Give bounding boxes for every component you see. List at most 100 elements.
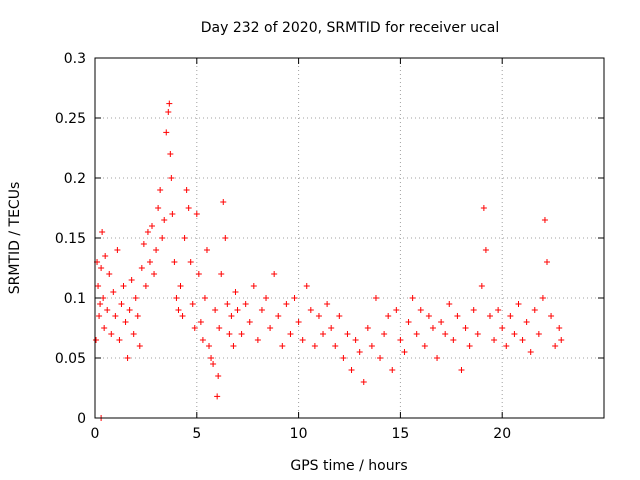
data-point — [110, 289, 117, 295]
data-point — [163, 129, 170, 136]
data-point — [138, 265, 145, 271]
data-point — [543, 259, 550, 265]
data-point — [299, 337, 306, 343]
data-point — [474, 331, 481, 337]
data-point — [166, 100, 173, 107]
data-point — [405, 319, 412, 325]
data-point — [140, 241, 147, 247]
data-point — [429, 325, 436, 331]
data-point — [232, 289, 239, 295]
data-point — [421, 343, 428, 349]
data-point — [340, 355, 347, 361]
data-point — [122, 319, 129, 325]
data-point — [503, 343, 510, 349]
data-point — [130, 331, 137, 337]
data-point — [552, 343, 559, 349]
data-point — [120, 283, 127, 289]
data-point — [446, 301, 453, 307]
data-point — [480, 205, 487, 211]
data-point — [104, 307, 111, 313]
data-point — [112, 313, 119, 319]
data-point — [171, 259, 178, 265]
data-point — [491, 337, 498, 343]
data-point — [155, 205, 162, 211]
data-point — [246, 319, 253, 325]
data-point — [173, 295, 180, 301]
data-point — [324, 301, 331, 307]
data-point — [470, 307, 477, 313]
data-point — [193, 211, 200, 217]
data-point — [177, 283, 184, 289]
data-point — [185, 205, 192, 211]
data-point — [478, 283, 485, 289]
y-tick-label: 0.1 — [64, 291, 86, 307]
data-point — [116, 337, 123, 343]
data-point — [215, 373, 222, 379]
data-point — [153, 247, 160, 253]
data-point — [203, 247, 210, 253]
data-point — [495, 307, 502, 313]
data-point — [212, 307, 219, 313]
data-point — [97, 301, 104, 307]
data-point — [279, 343, 286, 349]
data-point — [106, 271, 113, 277]
data-point — [466, 343, 473, 349]
data-point — [124, 355, 131, 361]
data-point — [450, 337, 457, 343]
data-point — [234, 307, 241, 313]
data-point — [531, 307, 538, 313]
data-point — [254, 337, 261, 343]
data-point — [364, 325, 371, 331]
axis-ticks: 0 5 10 15 20 0 0.05 0.1 0.15 0.2 0.25 0.3 — [55, 51, 604, 442]
data-point — [216, 325, 223, 331]
data-point — [372, 295, 379, 301]
data-point — [230, 343, 237, 349]
data-point — [142, 283, 149, 289]
data-point — [442, 331, 449, 337]
y-axis-label: SRMTID / TECUs — [7, 182, 23, 295]
data-point — [242, 301, 249, 307]
data-point — [320, 331, 327, 337]
data-point — [149, 223, 156, 229]
data-point — [100, 295, 107, 301]
y-tick-label: 0.15 — [55, 231, 86, 247]
data-point — [118, 301, 125, 307]
data-point — [558, 337, 565, 343]
data-point — [157, 187, 164, 193]
data-point — [283, 301, 290, 307]
data-point — [295, 319, 302, 325]
data-point — [191, 325, 198, 331]
data-point — [519, 337, 526, 343]
data-point — [222, 235, 229, 241]
data-point — [128, 277, 135, 283]
data-point — [303, 283, 310, 289]
data-point — [99, 229, 106, 235]
data-point — [523, 319, 530, 325]
data-point — [218, 271, 225, 277]
data-point — [535, 331, 542, 337]
data-point — [210, 361, 217, 367]
x-tick-label: 5 — [192, 426, 201, 442]
data-point — [208, 355, 215, 361]
data-point — [393, 307, 400, 313]
data-point — [189, 301, 196, 307]
y-tick-label: 0.3 — [64, 51, 86, 67]
data-point — [161, 217, 168, 223]
data-point — [206, 343, 213, 349]
x-tick-label: 15 — [391, 426, 409, 442]
data-point — [438, 319, 445, 325]
data-point — [377, 355, 384, 361]
data-point — [311, 343, 318, 349]
data-point — [541, 217, 548, 223]
data-point — [454, 313, 461, 319]
y-tick-label: 0 — [77, 411, 86, 427]
x-tick-label: 20 — [493, 426, 511, 442]
data-point — [214, 393, 221, 400]
data-point — [238, 331, 245, 337]
data-point — [413, 331, 420, 337]
data-point — [307, 307, 314, 313]
data-point — [360, 379, 367, 385]
x-axis-label: GPS time / hours — [290, 458, 407, 474]
data-point — [199, 337, 206, 343]
data-point — [165, 109, 172, 115]
